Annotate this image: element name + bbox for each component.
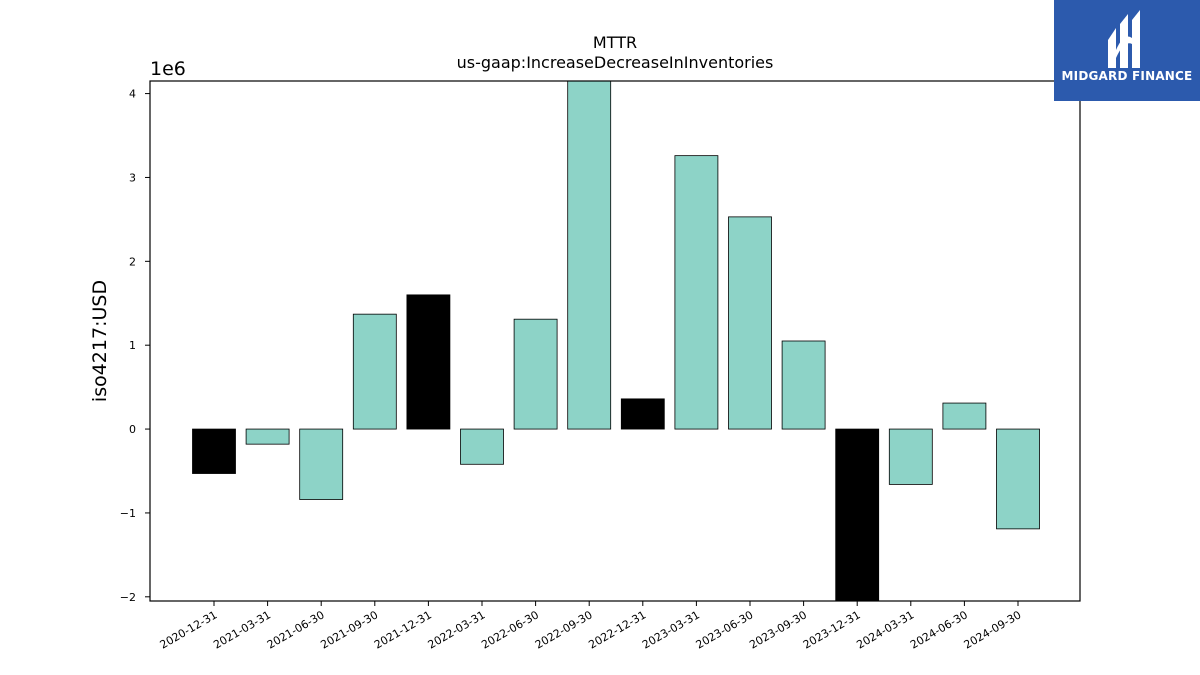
bar-2022-06-30	[513, 318, 558, 430]
y-tick-label: 1	[129, 339, 136, 352]
bar-2023-06-30	[728, 216, 772, 430]
x-tick-label: 2022-09-30	[533, 608, 595, 651]
x-tick-label: 2024-06-30	[908, 608, 970, 651]
x-tick-label: 2021-03-31	[211, 608, 273, 651]
x-tick-label: 2024-03-31	[854, 608, 916, 651]
y-axis-label: iso4217:USD	[89, 280, 111, 402]
bars-group	[192, 80, 1040, 602]
bar-2022-09-30	[567, 80, 612, 430]
bar-2021-09-30	[352, 313, 397, 430]
bar-2021-03-31	[245, 428, 290, 445]
x-tick-label: 2023-09-30	[747, 608, 809, 651]
x-tick-label: 2022-06-30	[479, 608, 541, 651]
bar-2021-12-31	[406, 294, 451, 430]
y-offset-text: 1e6	[150, 58, 186, 80]
y-tick-label: 3	[129, 171, 136, 184]
plot-frame	[149, 80, 1081, 602]
x-tick-label: 2023-06-30	[694, 608, 756, 651]
x-tick-label: 2021-06-30	[265, 608, 327, 651]
y-tick-label: −2	[120, 591, 136, 604]
x-tick-label: 2024-09-30	[962, 608, 1024, 651]
x-axis: 2020-12-312021-03-312021-06-302021-09-30…	[158, 601, 1024, 652]
bar-2024-03-31	[888, 428, 933, 485]
midgard-finance-logo: MIDGARD FINANCE	[1054, 0, 1200, 101]
x-tick-label: 2021-12-31	[372, 608, 434, 651]
x-tick-label: 2023-03-31	[640, 608, 702, 651]
y-tick-label: 4	[129, 88, 136, 101]
x-tick-label: 2022-03-31	[426, 608, 488, 651]
x-tick-label: 2021-09-30	[318, 608, 380, 651]
x-tick-label: 2020-12-31	[158, 608, 220, 651]
bar-2023-12-31	[835, 428, 880, 602]
y-tick-label: 2	[129, 255, 136, 268]
chart-subtitle: us-gaap:IncreaseDecreaseInInventories	[457, 53, 774, 72]
bar-2020-12-31	[192, 428, 236, 474]
logo-mark-icon	[1108, 10, 1140, 68]
bar-2023-09-30	[781, 340, 826, 430]
bar-2021-06-30	[299, 428, 344, 500]
x-tick-label: 2022-12-31	[586, 608, 648, 651]
bar-2022-12-31	[620, 398, 665, 430]
logo-text: MIDGARD FINANCE	[1061, 69, 1193, 83]
x-tick-label: 2023-12-31	[801, 608, 863, 651]
bar-2024-09-30	[996, 428, 1040, 530]
bar-2024-06-30	[942, 402, 987, 430]
y-axis: −2 −1 0 1 2 3 4	[120, 88, 150, 604]
y-tick-label: −1	[120, 507, 136, 520]
y-tick-label: 0	[129, 423, 136, 436]
bar-2023-03-31	[674, 155, 719, 430]
chart-title: MTTR	[593, 33, 637, 52]
bar-2022-03-31	[460, 428, 504, 465]
